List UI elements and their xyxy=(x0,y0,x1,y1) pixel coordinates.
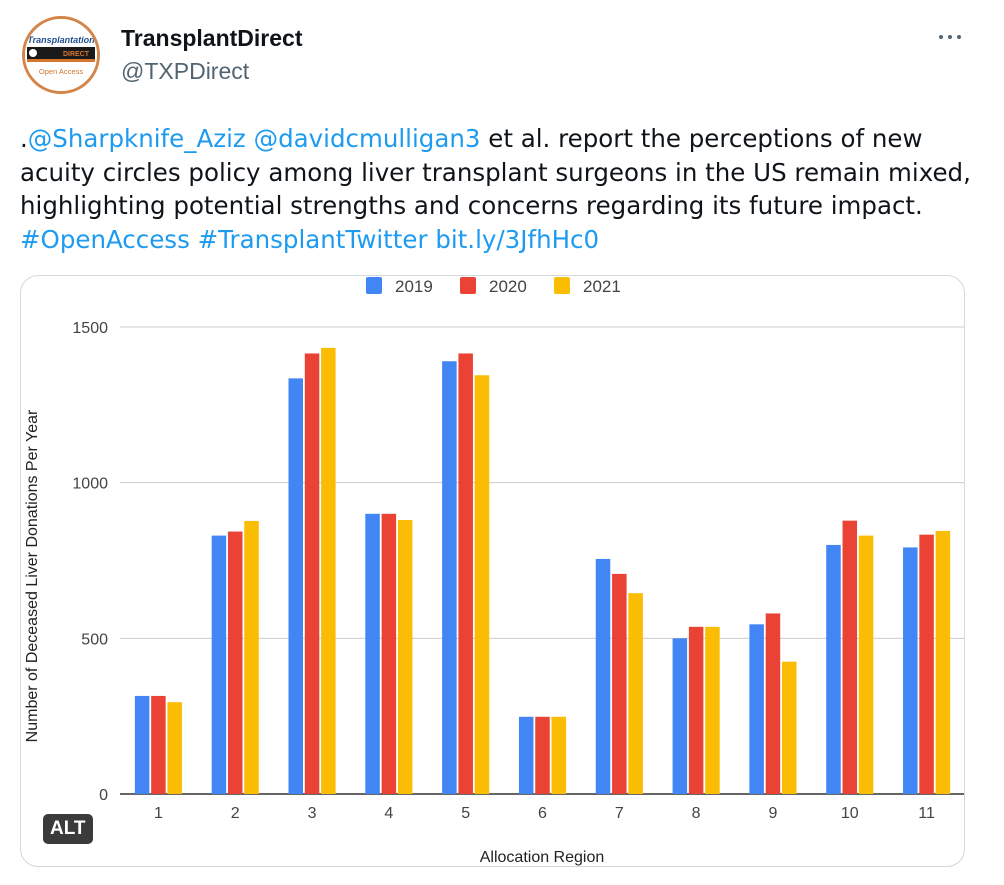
mention-sharpknife-aziz[interactable]: @Sharpknife_Aziz xyxy=(27,124,246,153)
mention-davidcmulligan3[interactable]: @davidcmulligan3 xyxy=(253,124,481,153)
bar-2020-region-2 xyxy=(227,531,243,794)
x-tick-label: 5 xyxy=(461,805,470,822)
bar-2019-region-7 xyxy=(595,558,611,794)
bar-2021-region-4 xyxy=(397,520,413,794)
tweet-link[interactable]: bit.ly/3JfhHc0 xyxy=(435,224,600,254)
bar-2019-region-10 xyxy=(826,544,841,794)
bar-2021-region-2 xyxy=(244,520,259,794)
legend-swatch-2021 xyxy=(554,277,570,294)
media-image[interactable]: 0 500 1000 1500 1 2 3 4 5 6 7 8 9 10 11 2019 2020 2021 All… xyxy=(20,275,965,867)
legend-swatch-2019 xyxy=(366,277,382,294)
bar-2021-region-1 xyxy=(167,702,182,794)
author-avatar[interactable]: Transplantation DIRECT Open Access xyxy=(22,16,100,94)
bar-2019-region-3 xyxy=(288,378,303,794)
bar-2019-region-4 xyxy=(365,513,380,794)
y-tick-label: 1000 xyxy=(72,476,108,493)
bar-2020-region-3 xyxy=(304,353,320,794)
y-tick-label: 1500 xyxy=(72,320,108,337)
x-tick-label: 9 xyxy=(769,805,778,822)
bar-2020-region-6 xyxy=(535,716,550,794)
hashtag-transplanttwitter[interactable]: #TransplantTwitter xyxy=(197,224,428,254)
bar-2019-region-2 xyxy=(211,535,227,794)
x-tick-label: 3 xyxy=(308,805,317,822)
bar-2019-region-6 xyxy=(518,716,534,794)
bar-2021-region-6 xyxy=(551,716,567,794)
bar-2020-region-1 xyxy=(151,695,166,794)
bar-2021-region-10 xyxy=(858,535,874,794)
transplantation-direct-logo-icon: Transplantation DIRECT Open Access xyxy=(25,19,97,91)
bar-2020-region-8 xyxy=(688,626,704,794)
y-axis-title: Number of Deceased Liver Donations Per Y… xyxy=(24,409,41,742)
bar-2021-region-9 xyxy=(782,661,797,794)
bar-chart: 0 500 1000 1500 1 2 3 4 5 6 7 8 9 10 11 2019 2020 2021 All… xyxy=(24,277,964,866)
bar-2019-region-9 xyxy=(749,624,764,794)
avatar-text-bottom: Open Access xyxy=(39,67,83,76)
legend-swatch-2020 xyxy=(460,277,476,294)
bar-2021-region-7 xyxy=(628,593,643,794)
bar-2021-region-11 xyxy=(935,530,951,794)
y-tick-label: 0 xyxy=(99,787,108,804)
bar-2020-region-7 xyxy=(612,573,627,794)
legend-label-2021: 2021 xyxy=(583,277,621,296)
x-tick-label: 10 xyxy=(841,805,859,822)
x-tick-label: 7 xyxy=(615,805,624,822)
bar-2020-region-9 xyxy=(765,613,781,794)
bar-2020-region-5 xyxy=(458,353,473,794)
x-tick-label: 11 xyxy=(918,805,935,822)
x-tick-label: 6 xyxy=(538,805,547,822)
author-display-name[interactable]: TransplantDirect xyxy=(121,25,303,51)
alt-text-badge[interactable]: ALT xyxy=(43,814,93,844)
author-handle[interactable]: @TXPDirect xyxy=(121,58,250,84)
bar-2021-region-3 xyxy=(321,347,336,794)
x-axis-title: Allocation Region xyxy=(480,849,605,866)
bar-2021-region-5 xyxy=(474,375,490,794)
tweet-body: et al. report the perceptions of new acu… xyxy=(20,124,971,220)
tweet-text: .@Sharpknife_Aziz @davidcmulligan3 et al… xyxy=(20,122,975,256)
y-tick-label: 500 xyxy=(81,631,108,648)
bar-2021-region-8 xyxy=(705,626,720,794)
bar-2020-region-10 xyxy=(842,520,858,794)
x-tick-label: 8 xyxy=(692,805,701,822)
bar-2019-region-8 xyxy=(672,638,688,794)
x-tick-label: 4 xyxy=(384,805,393,822)
more-options-button[interactable] xyxy=(930,22,970,52)
x-tick-label: 2 xyxy=(231,805,240,822)
bar-2019-region-11 xyxy=(903,547,918,794)
hashtag-openaccess[interactable]: #OpenAccess xyxy=(20,224,190,254)
bar-2020-region-11 xyxy=(919,534,934,794)
more-horizontal-icon xyxy=(938,34,962,40)
bar-2020-region-4 xyxy=(381,513,397,794)
avatar-text-top: Transplantation xyxy=(27,35,95,45)
bar-2019-region-1 xyxy=(134,695,150,794)
legend-label-2020: 2020 xyxy=(489,277,527,296)
bar-2019-region-5 xyxy=(442,361,457,794)
x-tick-label: 1 xyxy=(154,805,163,822)
tweet-prefix: . xyxy=(20,124,28,153)
avatar-text-mid: DIRECT xyxy=(63,51,90,58)
legend-label-2019: 2019 xyxy=(395,277,433,296)
